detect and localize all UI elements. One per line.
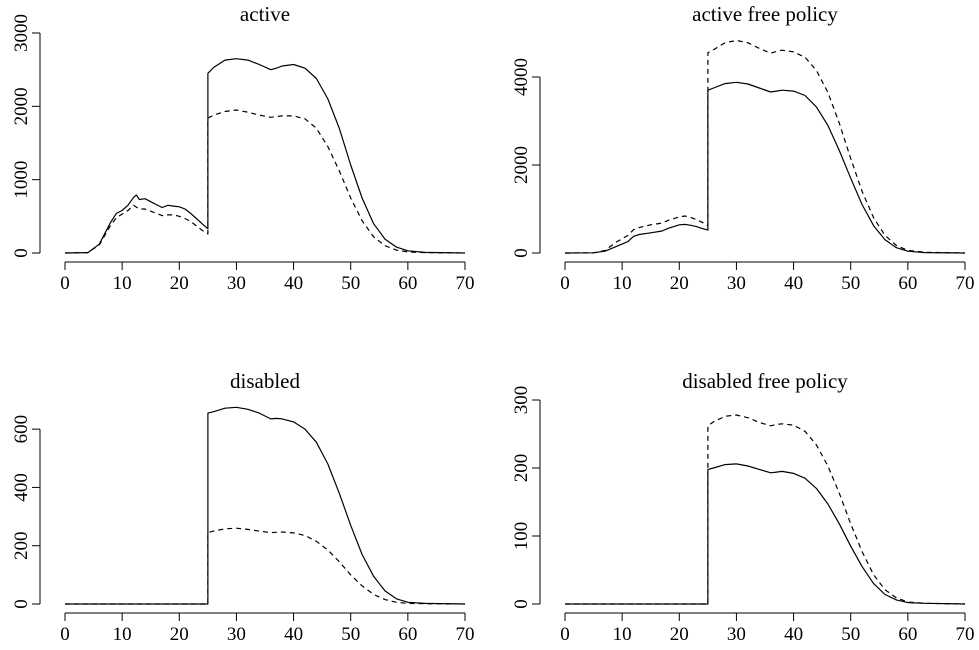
x-tick-label: 40 [284, 273, 303, 294]
chart-title: disabled free policy [682, 369, 848, 393]
x-tick-label: 0 [560, 624, 570, 645]
series-line-solid [565, 463, 966, 605]
x-tick-label: 60 [898, 624, 917, 645]
y-tick-label: 2000 [11, 87, 32, 125]
series-line-solid [65, 406, 466, 605]
x-tick-label: 10 [613, 273, 632, 294]
series-line-dashed [564, 39, 966, 254]
x-tick-label: 60 [398, 624, 417, 645]
y-tick-label: 0 [511, 248, 532, 258]
y-tick-label: 4000 [511, 58, 532, 96]
series-line-dashed [65, 527, 466, 605]
chart-panel-3: disabled free policy 0 10 20 30 40 50 60 70 0 100 2… [511, 369, 975, 645]
y-axis: 0 1000 2000 3000 [11, 14, 41, 258]
x-tick-label: 20 [170, 273, 189, 294]
series-line-solid [64, 58, 466, 254]
y-tick-label: 200 [11, 531, 32, 560]
chart-panel-1: active free policy 0 10 20 30 40 50 60 70 0 2000 40… [511, 2, 975, 294]
y-tick-label: 300 [511, 386, 532, 415]
y-tick-label: 3000 [11, 14, 32, 52]
x-tick-label: 50 [841, 624, 860, 645]
y-tick-label: 0 [11, 599, 32, 609]
x-axis: 0 10 20 30 40 50 60 70 [60, 261, 475, 294]
x-axis: 0 10 20 30 40 50 60 70 [560, 612, 975, 645]
x-tick-label: 10 [113, 624, 132, 645]
y-axis: 0 2000 4000 [511, 58, 541, 258]
y-tick-label: 600 [11, 415, 32, 444]
chart-title: disabled [230, 369, 300, 393]
x-tick-label: 70 [956, 624, 975, 645]
y-tick-label: 0 [11, 248, 32, 258]
x-tick-label: 50 [341, 273, 360, 294]
y-tick-label: 1000 [11, 161, 32, 199]
x-tick-label: 40 [284, 624, 303, 645]
x-tick-label: 10 [113, 273, 132, 294]
y-axis: 0 200 400 600 [11, 415, 41, 609]
x-tick-label: 50 [841, 273, 860, 294]
x-tick-label: 30 [227, 273, 246, 294]
x-axis: 0 10 20 30 40 50 60 70 [560, 261, 975, 294]
y-tick-label: 200 [511, 454, 532, 483]
series-line-dashed [64, 109, 466, 254]
x-tick-label: 0 [60, 624, 70, 645]
x-tick-label: 70 [956, 273, 975, 294]
x-tick-label: 70 [456, 624, 475, 645]
x-tick-label: 60 [398, 273, 417, 294]
x-tick-label: 30 [727, 273, 746, 294]
chart-title: active [240, 2, 290, 26]
series-line-solid [564, 81, 966, 254]
x-tick-label: 40 [784, 624, 803, 645]
y-tick-label: 0 [511, 599, 532, 609]
x-tick-label: 20 [670, 273, 689, 294]
x-tick-label: 20 [670, 624, 689, 645]
chart-title: active free policy [692, 2, 838, 26]
x-tick-label: 20 [170, 624, 189, 645]
x-tick-label: 0 [560, 273, 570, 294]
y-axis: 0 100 200 300 [511, 386, 541, 609]
chart-panel-2: disabled 0 10 20 30 40 50 60 70 0 200 400 600 [11, 369, 475, 645]
x-tick-label: 70 [456, 273, 475, 294]
x-tick-label: 50 [341, 624, 360, 645]
chart-panel-0: active 0 10 20 30 40 50 60 70 0 1000 2000 3000 [11, 2, 475, 294]
y-tick-label: 2000 [511, 146, 532, 184]
y-tick-label: 400 [11, 473, 32, 502]
x-tick-label: 30 [727, 624, 746, 645]
x-axis: 0 10 20 30 40 50 60 70 [60, 612, 475, 645]
x-tick-label: 30 [227, 624, 246, 645]
x-tick-label: 60 [898, 273, 917, 294]
series-line-dashed [565, 414, 966, 605]
x-tick-label: 10 [613, 624, 632, 645]
y-tick-label: 100 [511, 522, 532, 551]
x-tick-label: 0 [60, 273, 70, 294]
x-tick-label: 40 [784, 273, 803, 294]
